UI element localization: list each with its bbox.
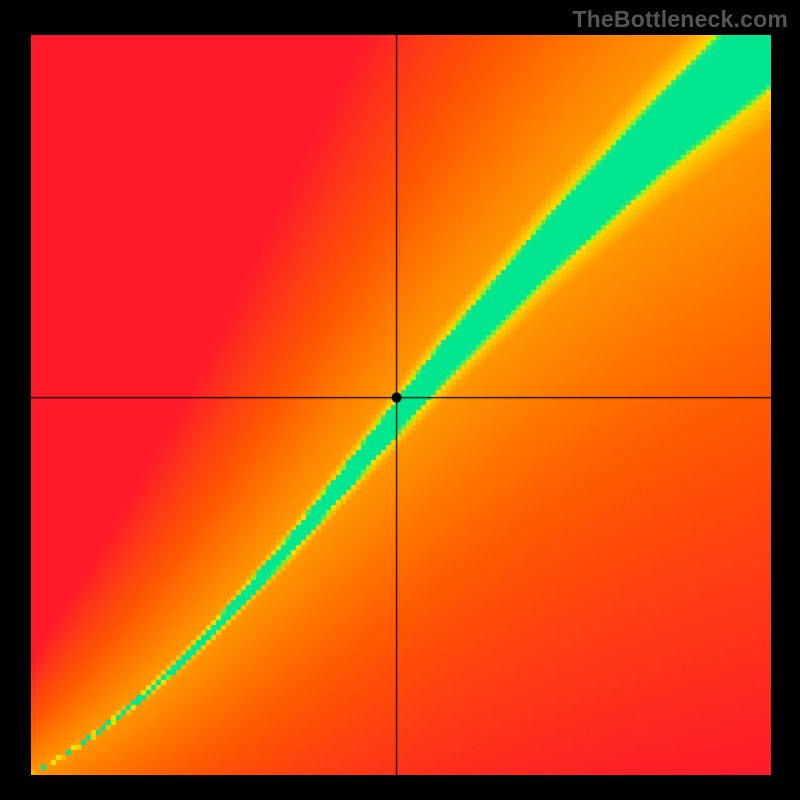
chart-container: TheBottleneck.com — [0, 0, 800, 800]
bottleneck-heatmap — [31, 35, 771, 775]
watermark-label: TheBottleneck.com — [572, 6, 788, 33]
